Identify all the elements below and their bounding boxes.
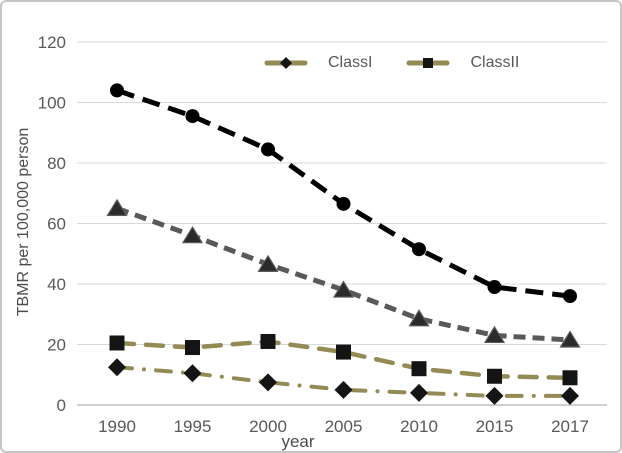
- series-line-circle: [116, 88, 571, 299]
- x-tick-label: 1990: [98, 417, 136, 436]
- triangle-marker: [559, 330, 581, 348]
- circle-marker: [336, 196, 351, 211]
- square-marker: [185, 340, 200, 356]
- square-icon: [423, 58, 434, 68]
- triangle-marker: [257, 254, 279, 272]
- square-marker: [487, 368, 502, 384]
- square-marker: [562, 370, 578, 386]
- legend-entry-classii[interactable]: ClassII: [406, 54, 519, 72]
- circle-marker: [487, 280, 502, 295]
- diamond-marker: [485, 386, 504, 405]
- x-tick-label: 2015: [476, 417, 514, 436]
- triangle-marker: [332, 280, 355, 298]
- diamond-marker: [183, 364, 202, 383]
- square-marker: [411, 361, 427, 377]
- circle-marker: [563, 289, 577, 304]
- chart-legend: ClassI ClassII: [264, 54, 519, 72]
- series-line-triangle: [116, 206, 571, 343]
- circle-marker: [185, 109, 200, 124]
- diamond-marker: [334, 380, 353, 399]
- y-tick-label: 40: [47, 275, 66, 294]
- classi-diamond-legend-icon: [264, 57, 308, 69]
- diamond-icon: [280, 57, 292, 69]
- legend-label-classi: ClassI: [328, 54, 373, 71]
- classii-square-legend-icon: [406, 58, 450, 68]
- x-tick-label: 2017: [551, 417, 589, 436]
- y-tick-label: 0: [57, 396, 66, 415]
- square-marker: [260, 333, 276, 349]
- legend-label-classii: ClassII: [470, 54, 520, 71]
- diamond-marker: [108, 358, 126, 377]
- circle-marker: [412, 242, 426, 257]
- y-axis-title: TBMR per 100,000 person: [15, 127, 32, 317]
- triangle-marker: [408, 309, 430, 327]
- y-tick-label: 120: [38, 33, 66, 52]
- x-tick-label: 2005: [325, 417, 363, 436]
- circle-marker: [110, 83, 124, 98]
- y-tick-label: 100: [38, 94, 66, 113]
- triangle-marker: [181, 225, 204, 244]
- y-tick-label: 60: [47, 215, 66, 234]
- diamond-marker: [410, 383, 428, 402]
- circle-marker: [261, 142, 275, 157]
- x-axis-title: year: [281, 432, 315, 451]
- diamond-marker: [259, 373, 277, 392]
- legend-entry-classi[interactable]: ClassI: [264, 54, 372, 72]
- y-tick-label: 20: [47, 336, 66, 355]
- y-tick-label: 80: [47, 154, 66, 173]
- square-marker: [336, 344, 351, 360]
- x-tick-label: 2010: [400, 417, 438, 436]
- diamond-marker: [561, 386, 579, 405]
- triangle-marker: [483, 325, 506, 344]
- x-tick-label: 1995: [174, 417, 212, 436]
- square-marker: [109, 335, 125, 351]
- x-tick-label: 2000: [249, 417, 287, 436]
- triangle-marker: [106, 198, 128, 216]
